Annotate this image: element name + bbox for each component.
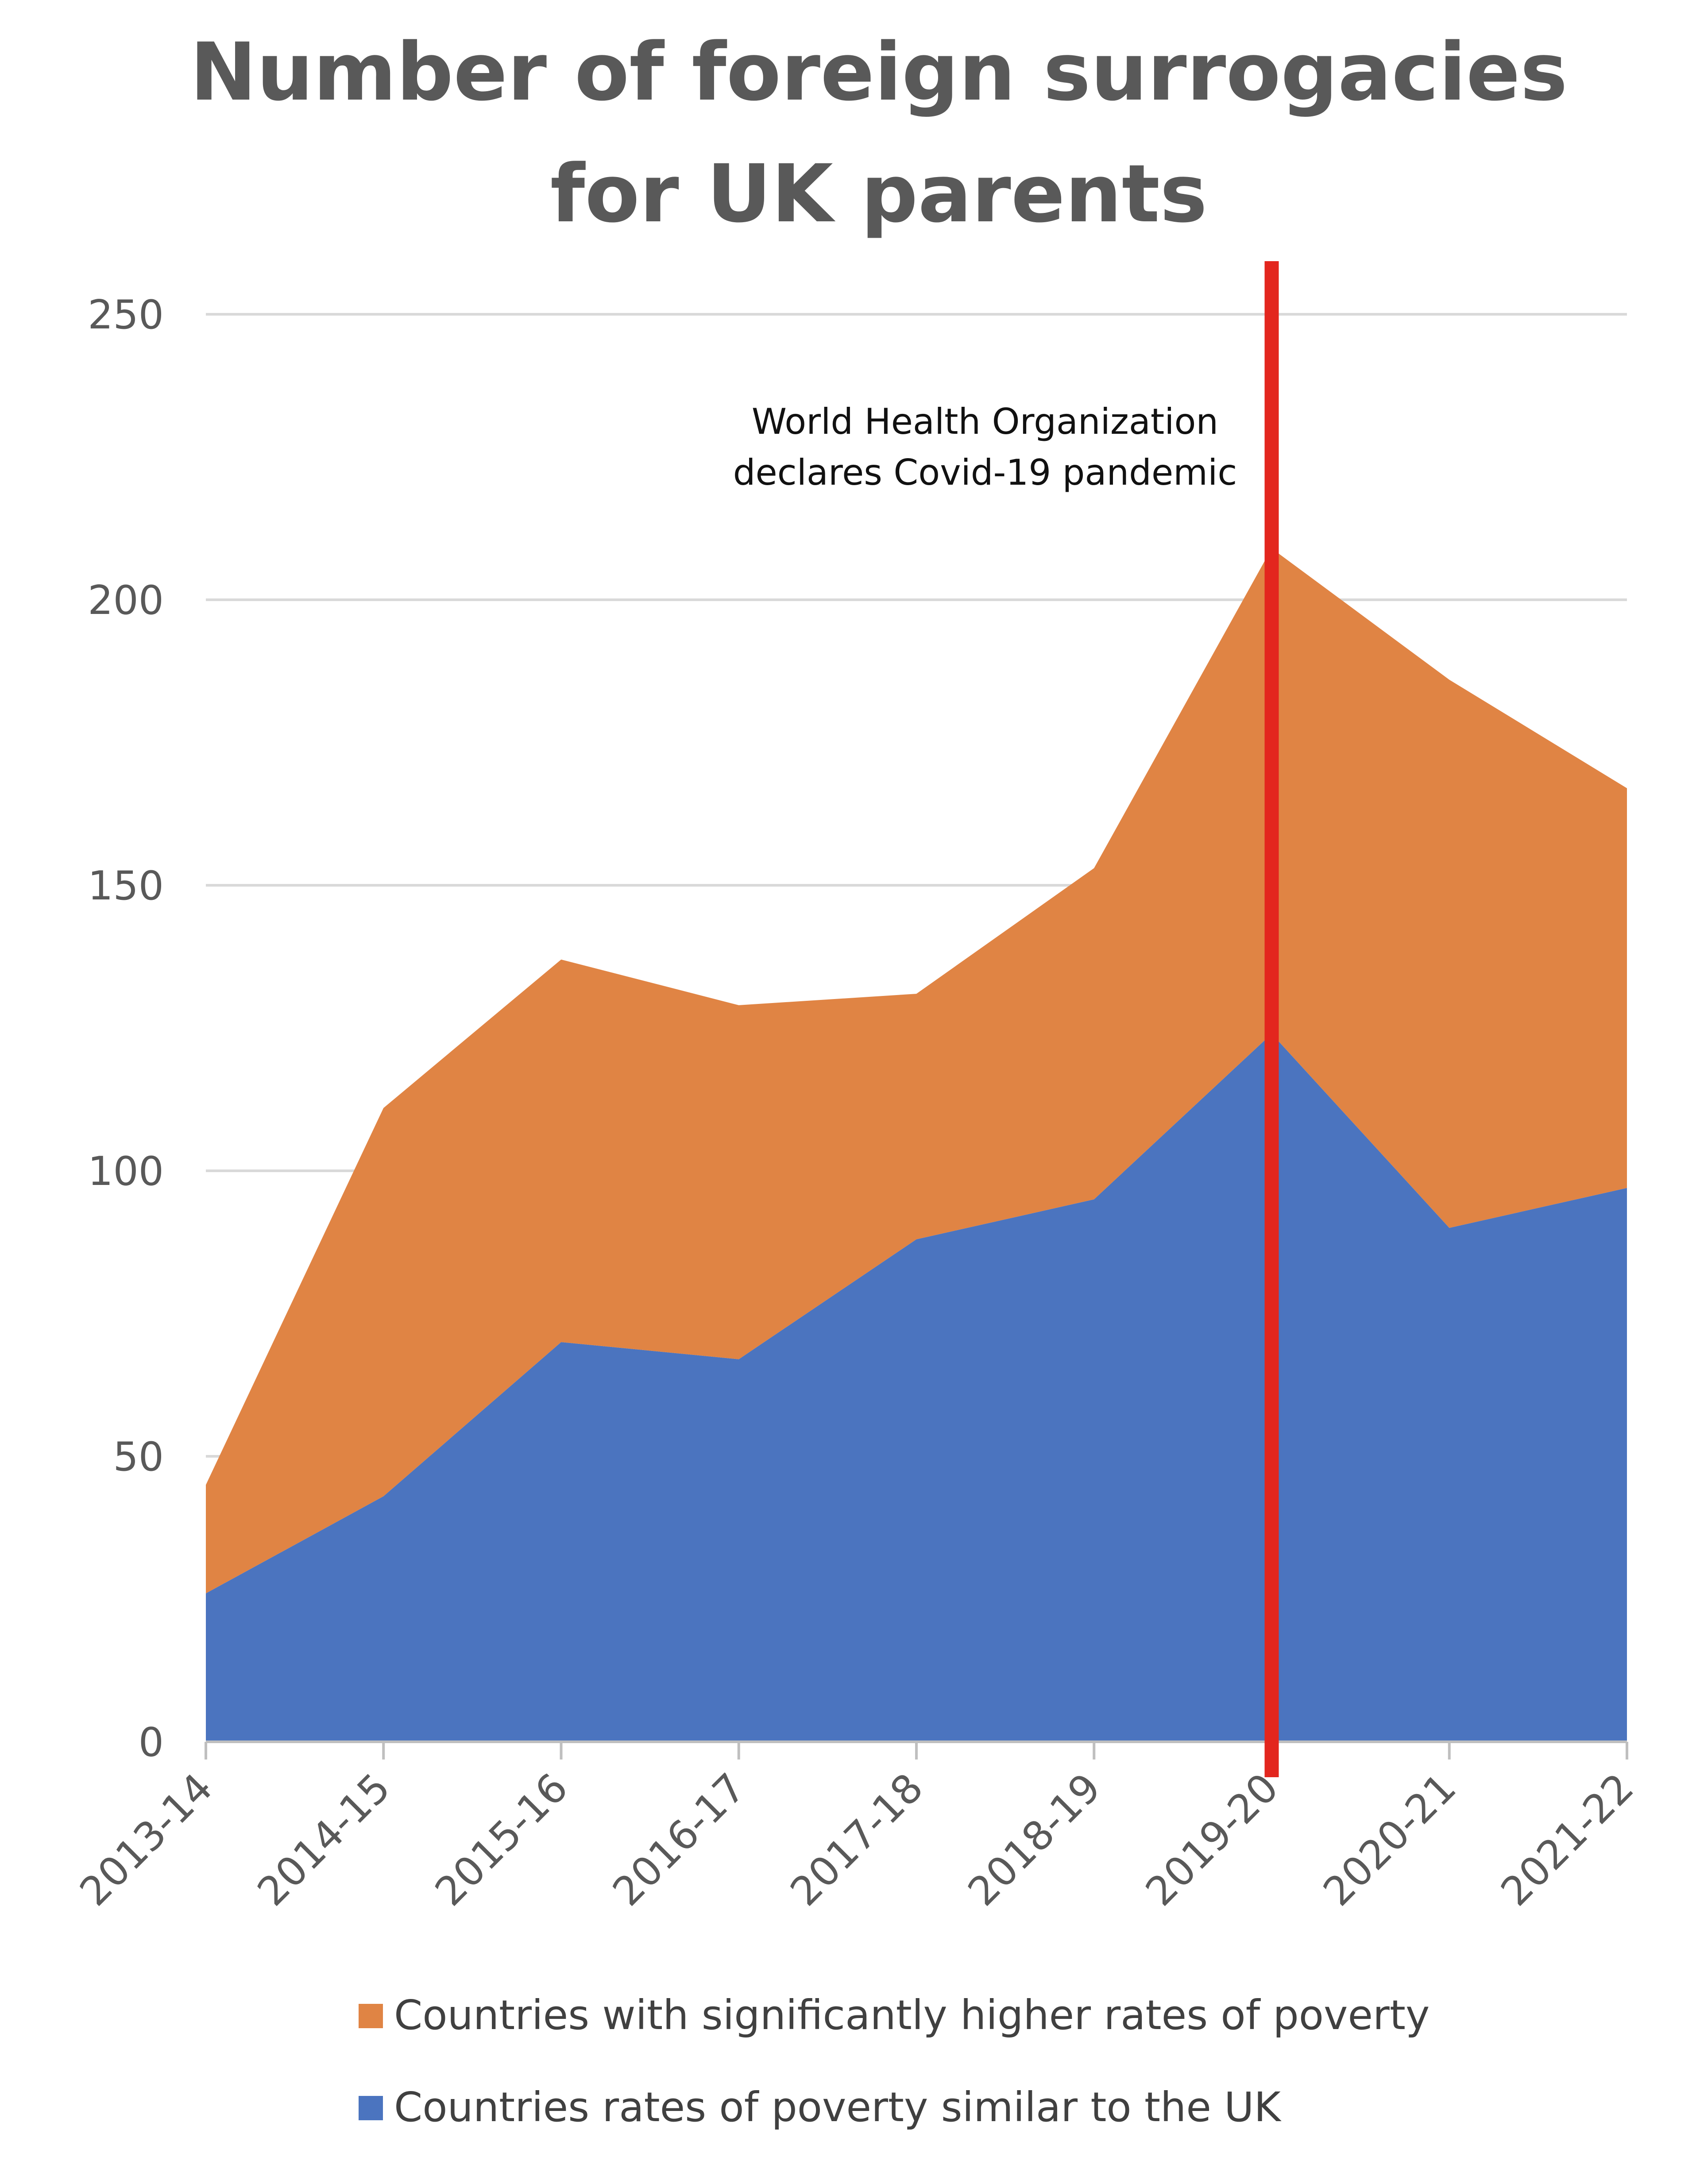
legend-label-similar-poverty: Countries rates of poverty similar to th…: [394, 2084, 1282, 2131]
x-tick-label-2019-20: 2019-20: [1137, 1764, 1287, 1915]
legend: Countries with significantly higher rate…: [359, 1991, 1430, 2131]
x-tick-label-2018-19: 2018-19: [959, 1764, 1110, 1915]
y-tick-label-250: 250: [88, 292, 164, 338]
stacked-areas: [206, 548, 1627, 1742]
y-tick-label-150: 150: [88, 863, 164, 909]
x-tick-label-2020-21: 2020-21: [1314, 1764, 1465, 1915]
annotation-line-2: declares Covid-19 pandemic: [733, 452, 1237, 493]
y-tick-label-100: 100: [88, 1148, 164, 1195]
x-tick-label-2021-22: 2021-22: [1492, 1764, 1642, 1915]
x-axis-ticks: 2013-14 2014-15 2015-16 2016-17 2017-18 2018-…: [71, 1764, 1642, 1915]
y-tick-label-200: 200: [88, 577, 164, 624]
x-tick-label-2015-16: 2015-16: [426, 1764, 577, 1915]
legend-label-higher-poverty: Countries with significantly higher rate…: [394, 1991, 1430, 2039]
x-axis: [205, 1740, 1628, 1760]
chart-title-line-1: Number of foreign surrogacies: [190, 26, 1568, 119]
x-tick-label-2017-18: 2017-18: [781, 1764, 932, 1915]
legend-swatch-similar-poverty: [359, 2096, 383, 2120]
legend-swatch-higher-poverty: [359, 2004, 383, 2028]
x-tick-label-2013-14: 2013-14: [71, 1764, 221, 1915]
chart-title-line-2: for UK parents: [550, 148, 1207, 240]
annotation-line-1: World Health Organization: [752, 401, 1218, 442]
x-tick-label-2014-15: 2014-15: [249, 1764, 399, 1915]
x-tick-label-2016-17: 2016-17: [604, 1764, 754, 1915]
y-tick-label-50: 50: [113, 1434, 164, 1480]
y-tick-label-0: 0: [139, 1719, 164, 1766]
y-axis-ticks: 0 50 100 150 200 250: [88, 292, 164, 1766]
